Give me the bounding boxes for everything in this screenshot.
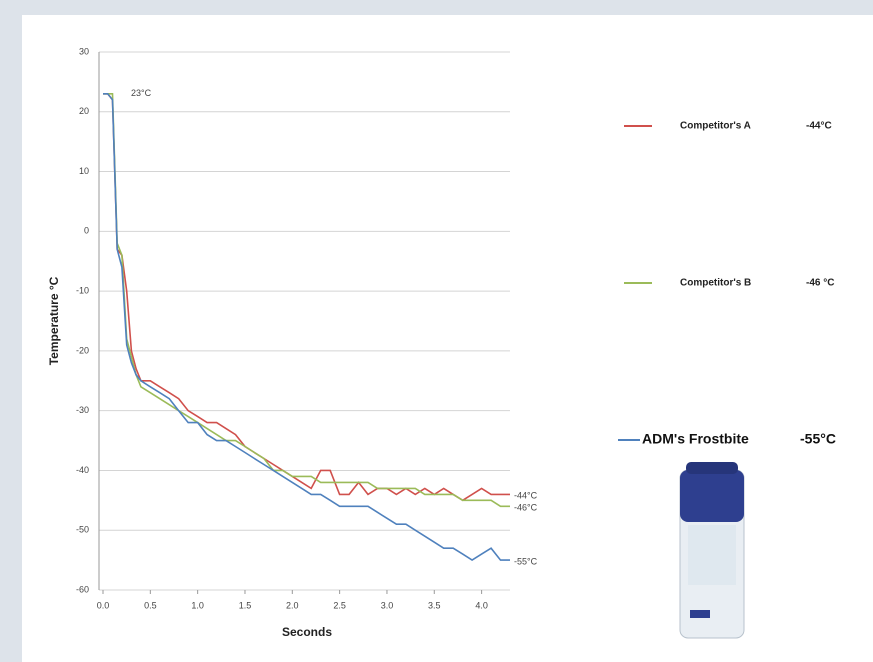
x-axis-title: Seconds <box>282 625 332 639</box>
series-line <box>103 93 510 562</box>
annotation: -46°C <box>514 503 538 513</box>
y-axis-title: Temperature °C <box>47 276 61 365</box>
annotation: -44°C <box>514 491 538 501</box>
y-tick-label: 0 <box>84 226 89 236</box>
x-tick-label: 3.0 <box>381 600 394 610</box>
annotation: -55°C <box>514 556 538 566</box>
y-tick-label: -30 <box>76 405 89 415</box>
annotation: 23°C <box>131 88 152 98</box>
y-tick-label: -40 <box>76 465 89 475</box>
y-tick-label: 10 <box>79 166 89 176</box>
y-tick-label: -10 <box>76 285 89 295</box>
x-tick-label: 2.0 <box>286 600 299 610</box>
y-tick-label: -20 <box>76 345 89 355</box>
y-tick-label: 20 <box>79 106 89 116</box>
y-tick-label: -60 <box>76 584 89 594</box>
legend-label: Competitor's A <box>680 121 751 132</box>
y-tick-label: -50 <box>76 525 89 535</box>
legend-label: Competitor's B <box>680 278 751 289</box>
legend-value: -55°C <box>800 431 836 447</box>
legend-value: -46 °C <box>806 278 834 289</box>
series-line <box>103 93 510 508</box>
spray-can <box>679 462 745 639</box>
legend-label: ADM's Frostbite <box>642 431 749 447</box>
x-tick-label: 4.0 <box>475 600 488 610</box>
x-tick-label: 0.5 <box>144 600 157 610</box>
x-tick-label: 3.5 <box>428 600 441 610</box>
legend-value: -44°C <box>806 121 832 132</box>
x-tick-label: 0.0 <box>97 600 110 610</box>
x-tick-label: 2.5 <box>333 600 346 610</box>
y-tick-label: 30 <box>79 46 89 56</box>
x-tick-label: 1.0 <box>191 600 204 610</box>
x-tick-label: 1.5 <box>239 600 252 610</box>
